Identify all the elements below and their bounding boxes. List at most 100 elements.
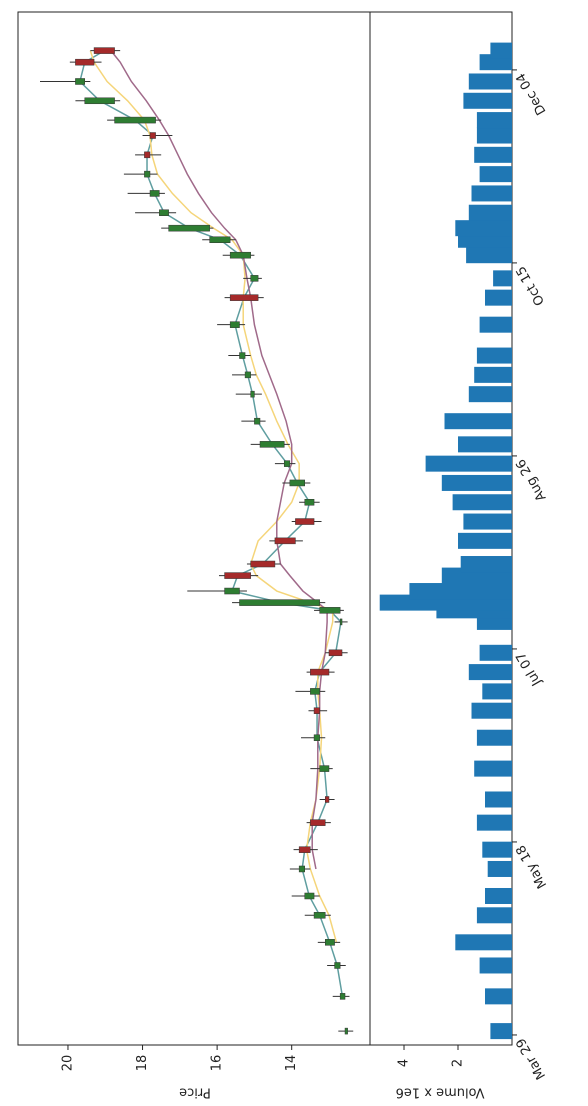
volume-bar: [482, 841, 512, 858]
volume-tick-label: 2: [451, 1059, 466, 1067]
volume-bar: [458, 436, 512, 453]
volume-axis-label: Volume x 1e6: [396, 1085, 485, 1100]
volume-bar: [493, 270, 512, 287]
moving-average: [110, 50, 328, 870]
volume-bar: [409, 583, 512, 600]
volume-bar: [474, 760, 512, 777]
candle-body: [325, 796, 330, 803]
candle-body: [304, 892, 315, 900]
candle-body: [310, 668, 330, 676]
candle-body: [229, 251, 251, 259]
x-tick-label: May 18: [514, 842, 551, 891]
candle-body: [298, 865, 305, 873]
candle-body: [114, 116, 156, 124]
volume-bar: [487, 860, 512, 877]
x-tick-label: Aug 26: [514, 456, 550, 503]
candle-body: [325, 939, 335, 946]
volume-bar: [485, 791, 512, 808]
candle-body: [334, 962, 341, 969]
volume-bar: [474, 366, 512, 383]
volume-bar: [476, 347, 512, 364]
volume-bar: [485, 988, 512, 1005]
candle-body: [244, 371, 251, 379]
candle-body: [239, 352, 246, 359]
candle-body: [229, 321, 240, 328]
candle-body: [84, 97, 115, 105]
candle-body: [239, 599, 320, 606]
volume-bar: [471, 185, 512, 202]
candle-body: [310, 688, 320, 695]
candle-body: [298, 846, 311, 853]
candle-body: [250, 275, 259, 282]
moving-average: [89, 50, 338, 943]
candle-body: [274, 537, 296, 545]
candle-body: [250, 560, 276, 568]
candle-body: [283, 460, 291, 467]
candle-body: [250, 390, 255, 398]
volume-bar: [452, 494, 512, 511]
volume-bar: [455, 934, 512, 951]
volume-bar: [466, 247, 512, 264]
candle-body: [209, 236, 231, 244]
candle-body: [224, 587, 240, 595]
candle-body: [289, 479, 305, 487]
volume-bar: [476, 907, 512, 924]
candle-body: [75, 78, 85, 85]
candle-body: [339, 993, 346, 1000]
candle-body: [313, 707, 320, 714]
candle-body: [295, 518, 315, 525]
candle-body: [310, 819, 326, 826]
volume-bar: [468, 204, 512, 221]
volume-bar: [490, 42, 512, 59]
y-tick-label: 18: [135, 1055, 150, 1072]
candle-body: [313, 734, 320, 741]
volume-bar: [482, 683, 512, 700]
candle-body: [144, 151, 151, 159]
candle-body: [319, 765, 330, 772]
y-axis-label: Price: [179, 1085, 211, 1100]
volume-bar: [474, 146, 512, 163]
candle-body: [159, 209, 169, 216]
volume-bar: [441, 474, 512, 491]
candle-body: [313, 912, 326, 919]
candle-body: [75, 58, 95, 66]
candle-body: [344, 1027, 348, 1035]
candle-body: [328, 649, 343, 657]
candle-body: [144, 170, 151, 178]
volume-bar: [460, 556, 512, 573]
volume-bar: [476, 729, 512, 746]
volume-bar: [468, 664, 512, 681]
volume-bar: [479, 316, 512, 333]
candle-body: [339, 618, 343, 626]
volume-bar: [479, 957, 512, 974]
y-tick-label: 20: [60, 1055, 75, 1072]
candle-body: [93, 47, 115, 54]
candle-body: [149, 190, 160, 197]
volume-bar: [485, 887, 512, 904]
volume-bar: [458, 532, 512, 549]
volume-bar: [476, 112, 512, 129]
volume-bar: [425, 455, 512, 472]
candle-body: [319, 607, 341, 614]
x-tick-label: Mar 29: [514, 1035, 550, 1082]
candle-body: [149, 132, 156, 139]
y-tick-label: 14: [284, 1055, 299, 1072]
y-tick-label: 16: [210, 1055, 225, 1072]
candle-body: [304, 499, 315, 506]
volume-bar: [485, 289, 512, 306]
candle-body: [168, 224, 210, 232]
volume-bar: [455, 220, 512, 237]
candle-body: [224, 572, 251, 579]
volume-bar: [479, 166, 512, 183]
volume-tick-label: 4: [397, 1059, 412, 1067]
volume-bar: [476, 127, 512, 144]
volume-bar: [479, 644, 512, 661]
x-tick-label: Jul 07: [514, 649, 546, 689]
volume-bar: [463, 513, 512, 530]
volume-bar: [476, 814, 512, 831]
candle-body: [259, 441, 285, 448]
candle-body: [254, 417, 261, 425]
volume-bar: [463, 92, 512, 109]
volume-bar: [444, 413, 512, 430]
